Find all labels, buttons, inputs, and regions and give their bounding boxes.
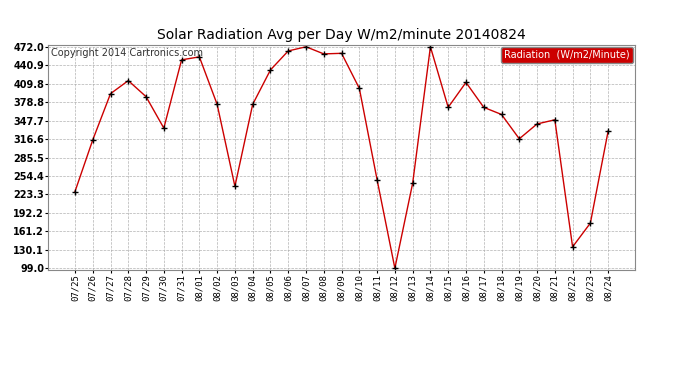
Title: Solar Radiation Avg per Day W/m2/minute 20140824: Solar Radiation Avg per Day W/m2/minute … xyxy=(157,28,526,42)
Legend: Radiation  (W/m2/Minute): Radiation (W/m2/Minute) xyxy=(502,47,633,63)
Text: Copyright 2014 Cartronics.com: Copyright 2014 Cartronics.com xyxy=(51,48,203,58)
